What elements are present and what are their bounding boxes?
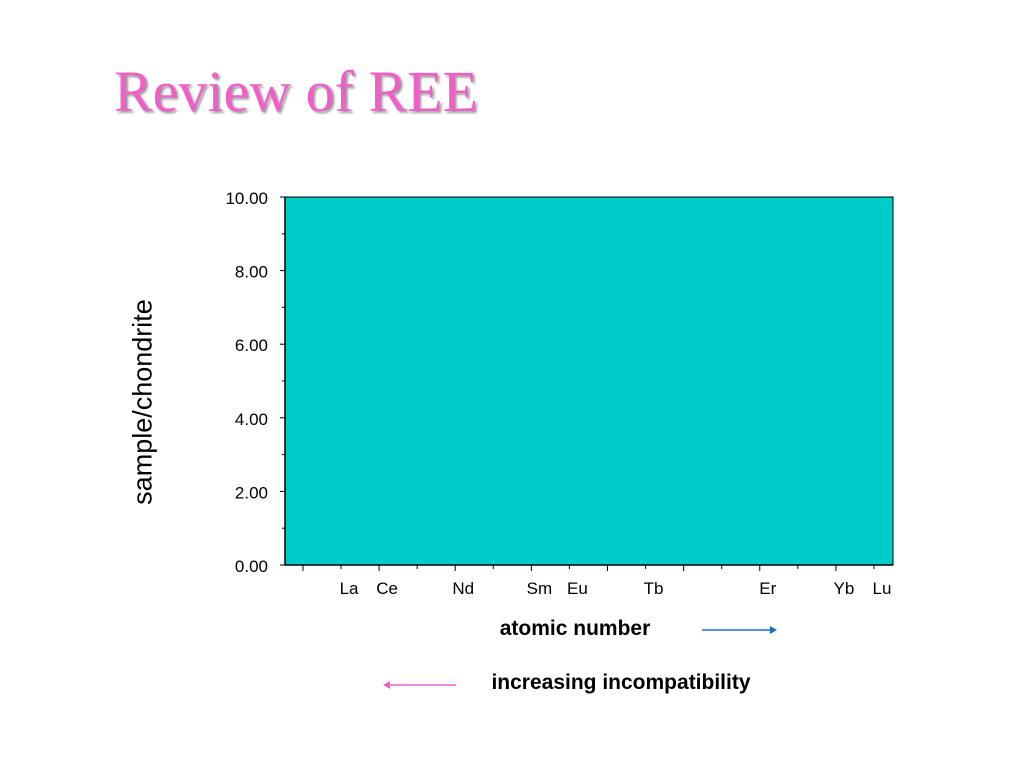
x-tick-label: Tb <box>644 579 664 598</box>
x-tick-label: Er <box>759 579 776 598</box>
y-tick-label: 0.00 <box>235 557 268 576</box>
x-tick-label: Ce <box>376 579 398 598</box>
y-tick-label: 4.00 <box>235 410 268 429</box>
y-tick-label: 8.00 <box>235 263 268 282</box>
y-axis-label: sample/chondrite <box>127 299 158 505</box>
x-tick-label: Yb <box>834 579 855 598</box>
y-tick-label: 10.00 <box>225 189 268 208</box>
x-tick-label: La <box>340 579 359 598</box>
x-tick-label: Lu <box>873 579 892 598</box>
x-tick-label: Eu <box>567 579 588 598</box>
x-axis-ticks: La Ce Nd Sm Eu Tb Er Yb Lu <box>302 565 892 598</box>
x-tick-label: Sm <box>527 579 553 598</box>
x-axis-label: atomic number <box>499 617 651 640</box>
right-arrow-icon <box>702 626 777 634</box>
incompatibility-note: increasing incompatibility <box>491 671 751 694</box>
slide-title: Review of REE <box>114 59 479 124</box>
y-tick-label: 6.00 <box>235 336 268 355</box>
y-axis-ticks: 0.00 2.00 4.00 6.00 8.00 10.00 <box>225 189 285 576</box>
left-arrow-icon <box>383 681 456 689</box>
y-tick-label: 2.00 <box>235 483 268 502</box>
x-tick-label: Nd <box>452 579 474 598</box>
plot-area <box>284 196 894 566</box>
